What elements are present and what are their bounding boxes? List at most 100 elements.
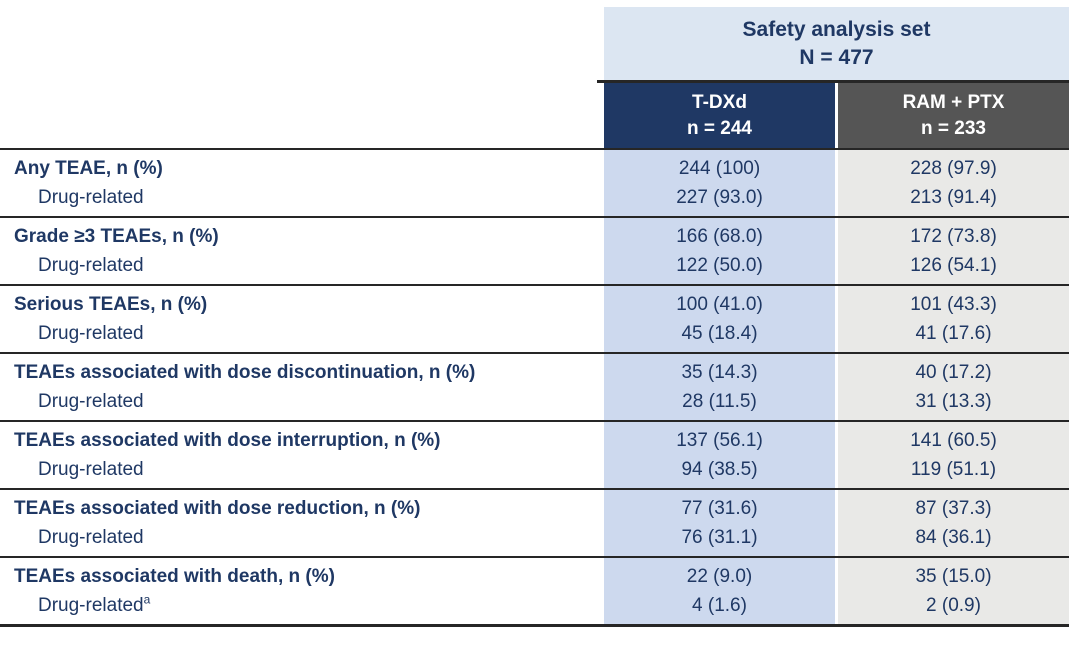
- column-header-ram-ptx: RAM + PTX n = 233: [838, 83, 1069, 148]
- table-row: Any TEAE, n (%) Drug-related 244 (100) 2…: [0, 148, 1069, 216]
- column-divider: [835, 286, 838, 352]
- row-label-cell: TEAEs associated with dose discontinuati…: [0, 354, 604, 420]
- group-header: Safety analysis set N = 477: [604, 7, 1069, 80]
- row-label: Grade ≥3 TEAEs, n (%): [14, 226, 219, 247]
- table-row: TEAEs associated with death, n (%) Drug-…: [0, 556, 1069, 624]
- table-row: TEAEs associated with dose discontinuati…: [0, 352, 1069, 420]
- row-sublabel-text: Drug-related: [38, 187, 144, 208]
- ram-value-cell: 141 (60.5) 119 (51.1): [838, 422, 1069, 488]
- ram-value-cell: 87 (37.3) 84 (36.1): [838, 490, 1069, 556]
- ram-value: 35 (15.0): [915, 566, 992, 587]
- tdxd-value: 22 (9.0): [686, 566, 753, 587]
- row-label: Any TEAE, n (%): [14, 158, 163, 179]
- ram-value-cell: 172 (73.8) 126 (54.1): [838, 218, 1069, 284]
- table-row: Serious TEAEs, n (%) Drug-related 100 (4…: [0, 284, 1069, 352]
- row-sublabel: Drug-related: [14, 523, 600, 552]
- ram-value-cell: 228 (97.9) 213 (91.4): [838, 150, 1069, 216]
- tdxd-drug-related-value: 227 (93.0): [676, 187, 763, 208]
- column-divider: [835, 150, 838, 216]
- column-header-tdxd: T-DXd n = 244: [604, 83, 835, 148]
- column-divider: [835, 354, 838, 420]
- row-label: TEAEs associated with dose discontinuati…: [14, 362, 476, 383]
- ram-value: 141 (60.5): [910, 430, 997, 451]
- row-label-cell: TEAEs associated with dose interruption,…: [0, 422, 604, 488]
- tdxd-value-cell: 100 (41.0) 45 (18.4): [604, 286, 835, 352]
- table-bottom-rule: [0, 624, 1069, 627]
- group-title: Safety analysis set: [742, 17, 931, 41]
- row-label: TEAEs associated with death, n (%): [14, 566, 335, 587]
- header-rule: [597, 80, 1069, 83]
- tdxd-drug-related-value: 122 (50.0): [676, 255, 763, 276]
- ram-drug-related-value: 84 (36.1): [915, 527, 992, 548]
- row-sublabel: Drug-related: [14, 387, 600, 416]
- column-header-tdxd-label: T-DXd: [692, 91, 747, 113]
- ram-value: 228 (97.9): [910, 158, 997, 179]
- column-divider: [835, 558, 838, 624]
- row-sublabel: Drug-related: [14, 251, 600, 280]
- tdxd-value-cell: 77 (31.6) 76 (31.1): [604, 490, 835, 556]
- row-sublabel-text: Drug-related: [38, 323, 144, 344]
- ram-value-cell: 40 (17.2) 31 (13.3): [838, 354, 1069, 420]
- tdxd-value-cell: 35 (14.3) 28 (11.5): [604, 354, 835, 420]
- tdxd-value-cell: 137 (56.1) 94 (38.5): [604, 422, 835, 488]
- tdxd-value-cell: 244 (100) 227 (93.0): [604, 150, 835, 216]
- tdxd-value: 137 (56.1): [676, 430, 763, 451]
- tdxd-drug-related-value: 94 (38.5): [681, 459, 758, 480]
- row-sublabel-text: Drug-related: [38, 255, 144, 276]
- table-row: Grade ≥3 TEAEs, n (%) Drug-related 166 (…: [0, 216, 1069, 284]
- tdxd-value-cell: 22 (9.0) 4 (1.6): [604, 558, 835, 624]
- safety-table: Safety analysis set N = 477 T-DXd n = 24…: [0, 7, 1069, 627]
- tdxd-drug-related-value: 76 (31.1): [681, 527, 758, 548]
- column-header-tdxd-n: n = 244: [687, 117, 752, 139]
- row-label-cell: Serious TEAEs, n (%) Drug-related: [0, 286, 604, 352]
- ram-value: 172 (73.8): [910, 226, 997, 247]
- column-headers: T-DXd n = 244 RAM + PTX n = 233: [604, 83, 1069, 148]
- row-label-cell: Grade ≥3 TEAEs, n (%) Drug-related: [0, 218, 604, 284]
- ram-drug-related-value: 126 (54.1): [910, 255, 997, 276]
- row-sublabel: Drug-related: [14, 183, 600, 212]
- row-sublabel: Drug-related: [14, 319, 600, 348]
- table-row: TEAEs associated with dose reduction, n …: [0, 488, 1069, 556]
- row-sublabel: Drug-relateda: [14, 591, 600, 620]
- row-sublabel-text: Drug-related: [38, 527, 144, 548]
- ram-value: 40 (17.2): [915, 362, 992, 383]
- row-label-cell: TEAEs associated with death, n (%) Drug-…: [0, 558, 604, 624]
- tdxd-value: 35 (14.3): [681, 362, 758, 383]
- column-header-ram-ptx-n: n = 233: [921, 117, 986, 139]
- ram-drug-related-value: 2 (0.9): [926, 595, 981, 616]
- tdxd-value: 77 (31.6): [681, 498, 758, 519]
- ram-value: 87 (37.3): [915, 498, 992, 519]
- row-sublabel-text: Drug-related: [38, 595, 144, 616]
- row-label-cell: Any TEAE, n (%) Drug-related: [0, 150, 604, 216]
- ram-drug-related-value: 213 (91.4): [910, 187, 997, 208]
- column-divider: [835, 83, 838, 148]
- tdxd-value: 244 (100): [678, 158, 761, 179]
- row-label: TEAEs associated with dose reduction, n …: [14, 498, 421, 519]
- row-sublabel-text: Drug-related: [38, 459, 144, 480]
- table-row: TEAEs associated with dose interruption,…: [0, 420, 1069, 488]
- tdxd-drug-related-value: 4 (1.6): [692, 595, 747, 616]
- tdxd-drug-related-value: 28 (11.5): [682, 391, 757, 412]
- group-n: N = 477: [799, 45, 874, 69]
- ram-drug-related-value: 31 (13.3): [915, 391, 992, 412]
- row-sublabel: Drug-related: [14, 455, 600, 484]
- column-divider: [835, 422, 838, 488]
- tdxd-value: 166 (68.0): [676, 226, 763, 247]
- ram-drug-related-value: 119 (51.1): [910, 459, 997, 480]
- ram-drug-related-value: 41 (17.6): [915, 323, 992, 344]
- row-sublabel-text: Drug-related: [38, 391, 144, 412]
- tdxd-drug-related-value: 45 (18.4): [681, 323, 758, 344]
- row-label: TEAEs associated with dose interruption,…: [14, 430, 441, 451]
- column-divider: [835, 218, 838, 284]
- ram-value-cell: 35 (15.0) 2 (0.9): [838, 558, 1069, 624]
- row-label: Serious TEAEs, n (%): [14, 294, 208, 315]
- tdxd-value: 100 (41.0): [676, 294, 763, 315]
- ram-value: 101 (43.3): [910, 294, 997, 315]
- row-sublabel-footnote: a: [143, 592, 151, 607]
- row-label-cell: TEAEs associated with dose reduction, n …: [0, 490, 604, 556]
- column-header-ram-ptx-label: RAM + PTX: [902, 91, 1005, 113]
- ram-value-cell: 101 (43.3) 41 (17.6): [838, 286, 1069, 352]
- column-divider: [835, 490, 838, 556]
- tdxd-value-cell: 166 (68.0) 122 (50.0): [604, 218, 835, 284]
